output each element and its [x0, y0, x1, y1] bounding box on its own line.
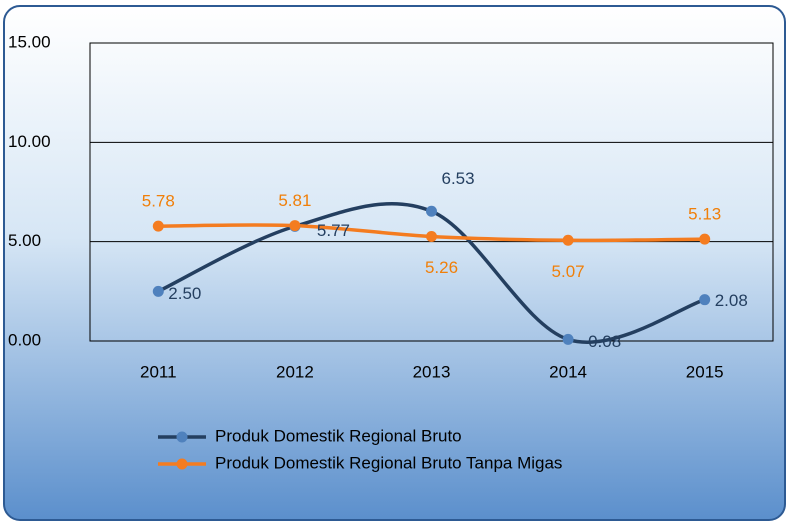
marker [562, 333, 574, 345]
data-label: 5.78 [142, 192, 175, 211]
x-tick-label: 2014 [549, 362, 587, 381]
marker [289, 220, 301, 232]
data-label: 6.53 [442, 169, 475, 188]
x-tick-label: 2012 [276, 362, 314, 381]
marker [699, 294, 711, 306]
marker [426, 205, 437, 217]
marker [152, 285, 164, 297]
data-label: 5.13 [688, 205, 721, 224]
data-label: 5.07 [552, 262, 585, 281]
y-tick-label: 0.00 [8, 330, 41, 349]
legend-marker [176, 431, 188, 443]
data-label: 5.26 [425, 258, 458, 277]
legend-label: Produk Domestik Regional Bruto Tanpa Mig… [215, 453, 562, 472]
data-label: 5.77 [317, 221, 350, 240]
legend-marker [176, 458, 188, 470]
panel [3, 5, 786, 521]
marker [562, 234, 574, 246]
x-tick-label: 2015 [686, 362, 724, 381]
y-tick-label: 15.00 [8, 32, 51, 51]
y-tick-label: 5.00 [8, 231, 41, 250]
marker [699, 233, 711, 245]
x-tick-label: 2011 [140, 362, 177, 381]
marker [152, 220, 164, 232]
legend-label: Produk Domestik Regional Bruto [215, 426, 462, 445]
marker [426, 231, 437, 243]
y-tick-label: 10.00 [8, 132, 51, 151]
x-tick-label: 2013 [413, 362, 451, 381]
data-label: 2.08 [715, 291, 748, 310]
data-label: 2.50 [168, 284, 201, 303]
data-label: 5.81 [278, 191, 311, 210]
data-label: 0.08 [588, 332, 621, 351]
